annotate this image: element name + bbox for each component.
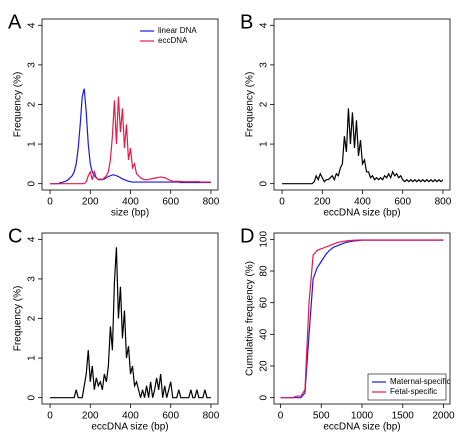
legend-label: eccDNA [158,36,188,45]
data-line [50,88,211,185]
y-tick-label: 60 [259,297,270,309]
x-tick-label: 2000 [432,411,455,422]
plot-frame [41,232,219,405]
x-tick-label: 600 [394,197,411,208]
y-tick-label: 0 [27,180,38,186]
x-tick-label: 800 [203,197,220,208]
x-axis-label: eccDNA size (bp) [91,422,168,433]
y-tick-label: 40 [259,328,270,340]
y-axis-label: Frequency (%) [245,72,256,138]
x-tick-label: 400 [354,197,371,208]
x-tick-label: 0 [47,197,53,208]
y-tick-label: 2 [259,101,270,107]
legend-label: linear DNA [158,26,197,35]
x-tick-label: 600 [162,411,179,422]
y-tick-label: 3 [27,62,38,68]
y-axis-label: Frequency (%) [13,286,24,352]
data-line [50,247,211,399]
x-axis-label: size (bp) [111,208,149,219]
x-tick-label: 800 [203,411,220,422]
x-axis-label: eccDNA size (bp) [323,208,400,219]
y-tick-label: 4 [27,236,38,242]
y-tick-label: 1 [259,141,270,147]
y-tick-label: 4 [27,22,38,28]
x-tick-label: 200 [82,197,99,208]
legend-label: Maternal-specific [390,377,450,386]
y-tick-label: 2 [27,101,38,107]
y-axis-label: Cumulative frequency (%) [245,261,256,376]
x-tick-label: 1000 [351,411,374,422]
x-axis-label: eccDNA size (bp) [323,422,400,433]
x-tick-label: 400 [122,411,139,422]
x-tick-label: 200 [314,197,331,208]
x-tick-label: 500 [313,411,330,422]
data-line [50,96,211,185]
panel-letter: B [240,11,253,33]
y-tick-label: 1 [27,355,38,361]
x-tick-label: 800 [435,197,452,208]
y-tick-label: 3 [27,276,38,282]
y-tick-label: 1 [27,141,38,147]
y-tick-label: 0 [259,394,270,400]
x-tick-label: 1500 [392,411,415,422]
legend-box [136,23,214,49]
x-tick-label: 0 [279,197,285,208]
x-tick-label: 200 [82,411,99,422]
data-line [280,239,444,399]
panel-letter: C [8,225,22,247]
legend-box [367,373,447,401]
y-tick-label: 20 [259,360,270,372]
y-tick-label: 100 [259,231,270,248]
x-tick-label: 600 [162,197,179,208]
y-tick-label: 2 [27,315,38,321]
y-tick-label: 0 [259,180,270,186]
y-tick-label: 3 [259,62,270,68]
y-tick-label: 0 [27,394,38,400]
data-line [282,108,444,185]
legend-label: Fetal-specific [390,387,437,396]
y-tick-label: 4 [259,22,270,28]
x-tick-label: 0 [47,411,53,422]
y-tick-label: 80 [259,265,270,277]
y-axis-label: Frequency (%) [13,72,24,138]
x-tick-label: 0 [278,411,284,422]
x-tick-label: 400 [122,197,139,208]
panel-letter: D [240,225,254,247]
panel-letter: A [8,11,22,33]
